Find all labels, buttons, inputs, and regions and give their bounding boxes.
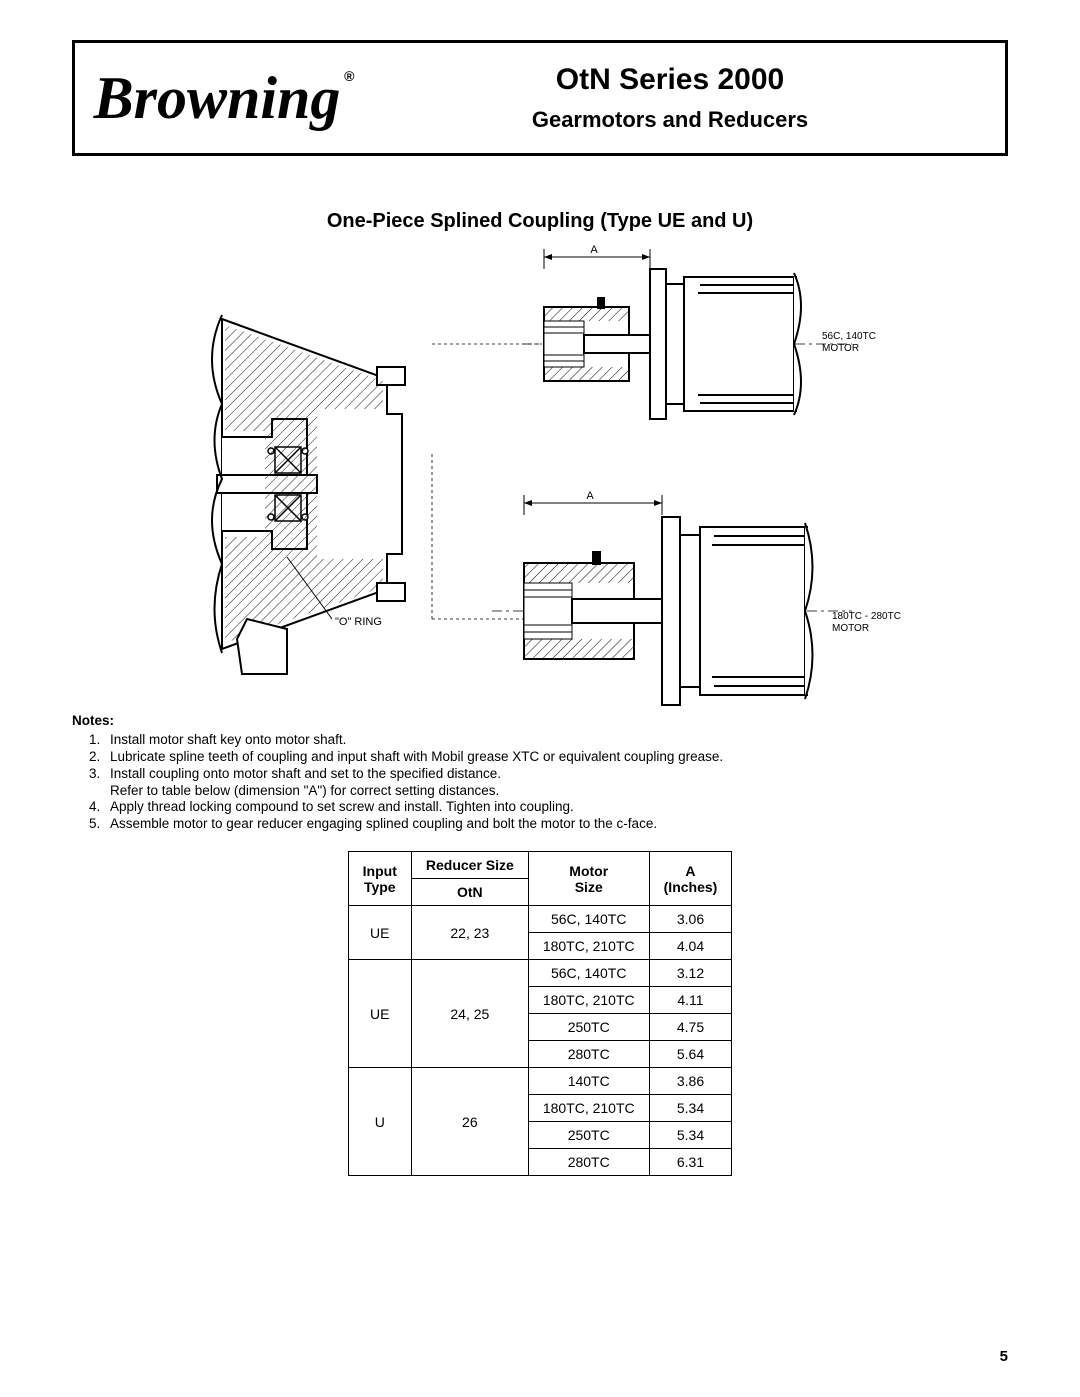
brand-text: Browning ® <box>94 64 341 133</box>
top-motor-assembly: A <box>522 244 876 419</box>
cell-input-type: UE <box>348 906 411 960</box>
o-ring-label: "O" RING <box>335 616 382 628</box>
note-item: Install coupling onto motor shaft and se… <box>104 766 1008 800</box>
th-input-type: Input Type <box>348 852 411 906</box>
diagram-svg: "O" RING A <box>72 239 1008 709</box>
note-item: Assemble motor to gear reducer engaging … <box>104 816 1008 833</box>
coupling-diagram: "O" RING A <box>72 239 1008 709</box>
product-series-title: OtN Series 2000 <box>347 63 993 97</box>
cell-a-dim: 6.31 <box>649 1149 732 1176</box>
cell-motor-size: 180TC, 210TC <box>528 987 649 1014</box>
cell-motor-size: 180TC, 210TC <box>528 933 649 960</box>
header-titles: OtN Series 2000 Gearmotors and Reducers <box>347 63 993 133</box>
cell-input-type: UE <box>348 960 411 1068</box>
note-item: Apply thread locking compound to set scr… <box>104 799 1008 816</box>
cell-a-dim: 3.12 <box>649 960 732 987</box>
cell-motor-size: 280TC <box>528 1041 649 1068</box>
cell-motor-size: 250TC <box>528 1014 649 1041</box>
cell-a-dim: 5.64 <box>649 1041 732 1068</box>
bottom-motor-assembly: A <box>492 490 901 705</box>
cell-motor-size: 140TC <box>528 1068 649 1095</box>
note-item: Lubricate spline teeth of coupling and i… <box>104 749 1008 766</box>
cell-a-dim: 3.06 <box>649 906 732 933</box>
th-motor-size: Motor Size <box>528 852 649 906</box>
cell-reducer-size: 26 <box>411 1068 528 1176</box>
header-frame: Browning ® OtN Series 2000 Gearmotors an… <box>72 40 1008 156</box>
cell-motor-size: 280TC <box>528 1149 649 1176</box>
cell-a-dim: 4.11 <box>649 987 732 1014</box>
svg-text:180TC - 280TC: 180TC - 280TC <box>832 611 901 622</box>
cell-motor-size: 250TC <box>528 1122 649 1149</box>
page-number: 5 <box>1000 1348 1008 1365</box>
th-reducer-size-bot: OtN <box>411 879 528 906</box>
cell-motor-size: 56C, 140TC <box>528 960 649 987</box>
cell-a-dim: 5.34 <box>649 1122 732 1149</box>
svg-text:A: A <box>586 490 594 502</box>
table-row: UE24, 2556C, 140TC3.12 <box>348 960 732 987</box>
cell-motor-size: 56C, 140TC <box>528 906 649 933</box>
brand-logo: Browning ® <box>87 64 347 133</box>
table-body: UE22, 2356C, 140TC3.06180TC, 210TC4.04UE… <box>348 906 732 1176</box>
svg-text:MOTOR: MOTOR <box>822 343 859 354</box>
reducer-cross-section: "O" RING <box>212 315 405 674</box>
svg-text:56C, 140TC: 56C, 140TC <box>822 331 876 342</box>
cell-input-type: U <box>348 1068 411 1176</box>
cell-motor-size: 180TC, 210TC <box>528 1095 649 1122</box>
note-item: Install motor shaft key onto motor shaft… <box>104 732 1008 749</box>
svg-text:A: A <box>590 244 598 256</box>
cell-a-dim: 3.86 <box>649 1068 732 1095</box>
registered-mark: ® <box>344 68 354 84</box>
th-reducer-size-top: Reducer Size <box>411 852 528 879</box>
brand-name: Browning <box>94 65 341 131</box>
notes-list: Install motor shaft key onto motor shaft… <box>72 732 1008 833</box>
cell-a-dim: 4.04 <box>649 933 732 960</box>
product-subtitle: Gearmotors and Reducers <box>347 107 993 133</box>
table-row: U26140TC3.86 <box>348 1068 732 1095</box>
cell-a-dim: 4.75 <box>649 1014 732 1041</box>
notes-section: Notes: Install motor shaft key onto moto… <box>72 713 1008 833</box>
th-a-inches: A (Inches) <box>649 852 732 906</box>
cell-reducer-size: 24, 25 <box>411 960 528 1068</box>
section-title: One-Piece Splined Coupling (Type UE and … <box>72 210 1008 233</box>
cell-a-dim: 5.34 <box>649 1095 732 1122</box>
cell-reducer-size: 22, 23 <box>411 906 528 960</box>
table-row: UE22, 2356C, 140TC3.06 <box>348 906 732 933</box>
dimension-table: Input Type Reducer Size Motor Size A (In… <box>348 851 733 1176</box>
page: Browning ® OtN Series 2000 Gearmotors an… <box>0 0 1080 1397</box>
notes-label: Notes: <box>72 713 114 728</box>
svg-text:MOTOR: MOTOR <box>832 623 869 634</box>
